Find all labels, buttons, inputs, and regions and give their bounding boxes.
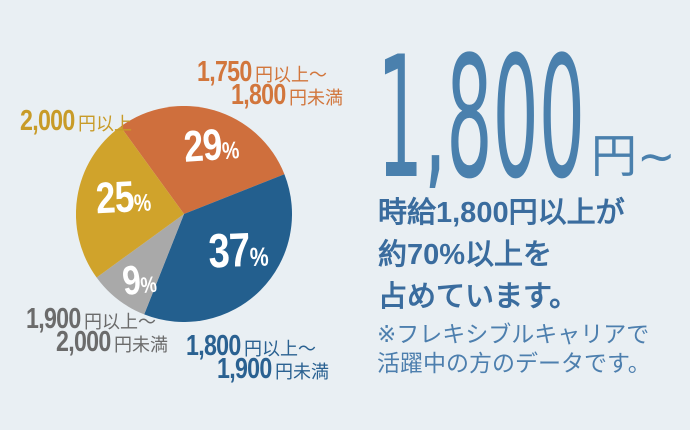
pie-value-2000plus: 25% <box>95 172 152 225</box>
label-number: 1,900 <box>26 303 81 335</box>
pie-value-number: 25 <box>94 172 135 224</box>
message-line: 時給1,800円以上が <box>378 197 625 229</box>
label-number: 1,750 <box>197 56 252 88</box>
pie-slice-2000plus <box>76 126 184 278</box>
note-line: 活躍中の方のデータです。 <box>377 350 651 376</box>
pie-value-number: 37 <box>207 224 251 279</box>
pie-slice-1750-1800 <box>120 106 285 214</box>
headline-unit: 円~ <box>591 129 676 183</box>
pie-value-1750-1800: 29% <box>182 119 240 173</box>
label-suffix: 円以上～ <box>244 339 316 359</box>
headline-1800-yen: 1,800 円~ <box>377 50 676 188</box>
label-number: 1,800 <box>186 330 241 362</box>
message-block: 時給1,800円以上が 約70%以上を 占めています。 <box>378 192 625 318</box>
message-line: 占めています。 <box>378 281 579 313</box>
pie-slice-1800-1900 <box>144 174 292 322</box>
percent-sign: % <box>221 137 240 166</box>
percent-sign: % <box>249 241 269 273</box>
pie-value-1800-1900: 37% <box>207 222 268 279</box>
label-1750-1800-line2: 1,800 円未満 <box>231 80 343 115</box>
label-1800-1900-line2: 1,900 円未満 <box>217 354 329 389</box>
label-1900-2000-line2: 2,000 円未満 <box>56 327 168 362</box>
percent-sign: % <box>139 271 158 299</box>
pie-slice-1900-2000 <box>96 214 184 315</box>
note-block: ※フレキシブルキャリアで 活躍中の方のデータです。 <box>377 320 651 378</box>
pie-value-number: 9 <box>120 256 143 305</box>
label-suffix: 円以上～ <box>255 65 327 85</box>
note-line: ※フレキシブルキャリアで <box>377 321 650 347</box>
label-suffix: 円未満 <box>275 362 329 382</box>
label-number: 2,000 <box>56 326 111 358</box>
label-suffix: 円未満 <box>289 88 343 108</box>
pie-chart <box>76 106 292 322</box>
label-1750-1800-line1: 1,750 円以上～ <box>197 57 327 92</box>
message-line: 約70%以上を <box>378 239 553 271</box>
headline-number: 1,800 <box>377 50 585 188</box>
label-number: 2,000 <box>20 105 75 137</box>
label-1900-2000-line1: 1,900 円以上～ <box>26 304 156 339</box>
label-number: 1,800 <box>231 79 286 111</box>
pie-value-number: 29 <box>182 120 224 172</box>
label-1800-1900-line1: 1,800 円以上～ <box>186 331 316 366</box>
label-suffix: 円未満 <box>114 335 168 355</box>
label-number: 1,900 <box>217 353 272 385</box>
label-2000plus: 2,000 円以上 <box>20 106 132 141</box>
label-suffix: 円以上～ <box>84 312 156 332</box>
label-suffix: 円以上 <box>78 114 132 134</box>
pie-value-1900-2000: 9% <box>120 255 158 305</box>
percent-sign: % <box>133 189 152 218</box>
